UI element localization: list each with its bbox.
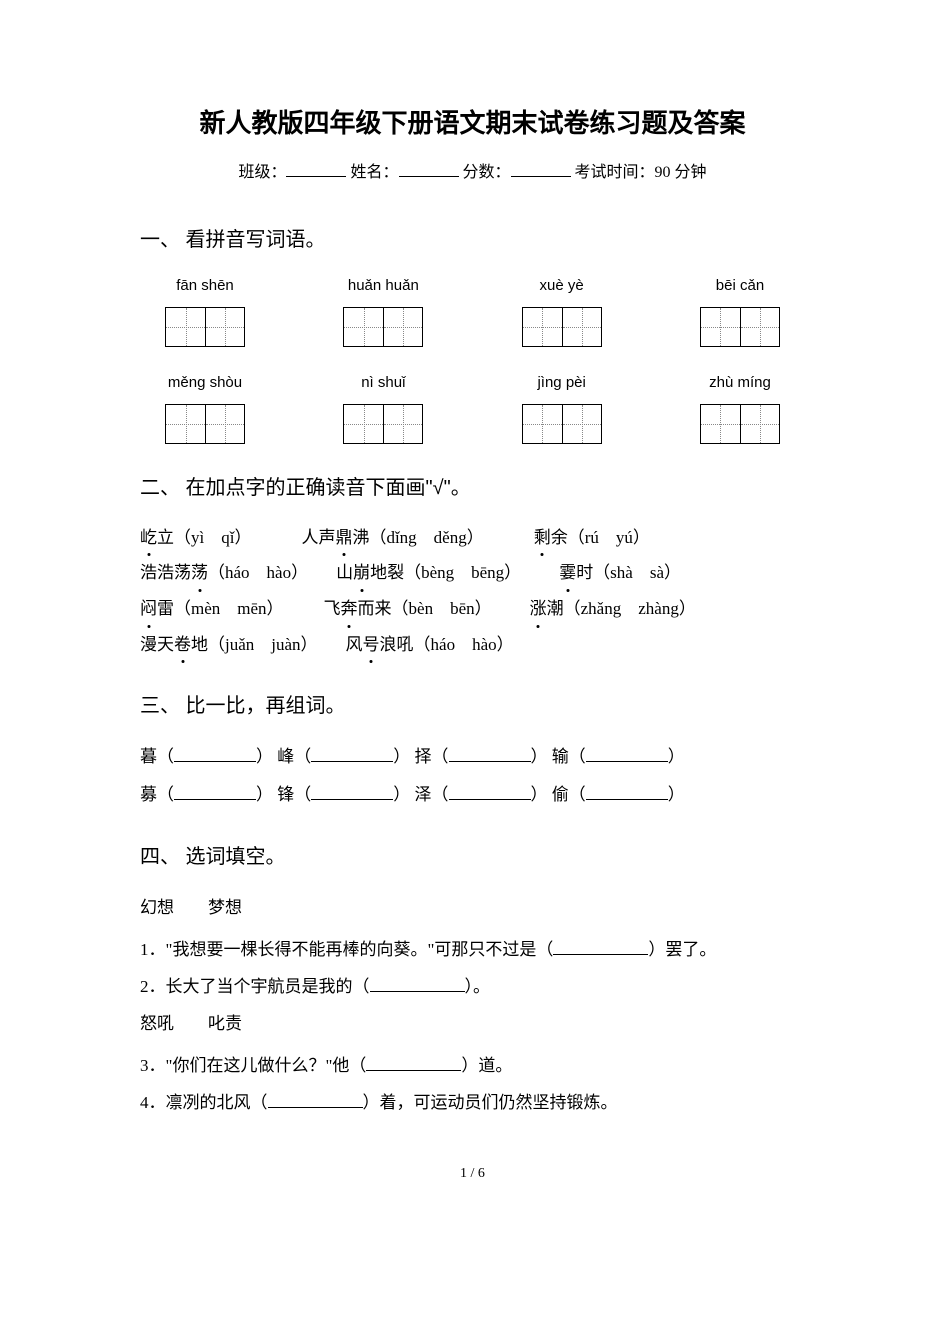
class-blank <box>286 161 346 177</box>
fill-blank <box>553 954 648 955</box>
char-box-pair <box>685 404 795 444</box>
q4-item-2: 2．长大了当个宇航员是我的（）。 <box>140 968 805 1005</box>
char-box <box>562 307 602 347</box>
q4-item-1: 1．"我想要一棵长得不能再棒的向葵。"可那只不过是（）罢了。 <box>140 931 805 968</box>
pinyin-label: zhù míng <box>685 369 795 396</box>
fill-blank <box>174 799 256 800</box>
pinyin-label: xuè yè <box>507 272 617 299</box>
char-box <box>383 404 423 444</box>
fill-blank <box>366 1070 461 1071</box>
section1-title: 一、 看拼音写词语。 <box>140 222 805 258</box>
score-blank <box>511 161 571 177</box>
q2-item: 浩浩荡荡（háo hào） <box>140 555 308 591</box>
char-box <box>700 307 740 347</box>
name-label: 姓名： <box>350 164 398 181</box>
char-box-pair <box>328 307 438 347</box>
char-box-pair <box>150 307 260 347</box>
fill-blank <box>586 761 668 762</box>
pinyin-label: nì shuǐ <box>328 369 438 396</box>
char-box <box>343 404 383 444</box>
char-box-row-1 <box>140 307 805 347</box>
fill-blank <box>174 761 256 762</box>
char-box <box>205 307 245 347</box>
pinyin-label: fān shēn <box>150 272 260 299</box>
q2-item: 漫天卷地（juǎn juàn） <box>140 627 318 663</box>
char-box-pair <box>685 307 795 347</box>
pinyin-label: huǎn huǎn <box>328 272 438 299</box>
header-info: 班级： 姓名： 分数： 考试时间：90 分钟 <box>140 159 805 188</box>
fill-blank <box>311 799 393 800</box>
section2-body: 屹立（yì qǐ） 人声鼎沸（dǐng děng） 剩余（rú yú） 浩浩荡荡… <box>140 520 805 663</box>
q4-item-4: 4．凛冽的北风（）着，可运动员们仍然坚持锻炼。 <box>140 1084 805 1121</box>
fill-blank <box>370 991 465 992</box>
char-box-pair <box>507 307 617 347</box>
pinyin-label: jìng pèi <box>507 369 617 396</box>
word-pair-2: 怒吼 叱责 <box>140 1005 805 1042</box>
char-box <box>522 307 562 347</box>
char-box <box>165 404 205 444</box>
pinyin-row-2: měng shòu nì shuǐ jìng pèi zhù míng <box>140 369 805 396</box>
q2-item: 飞奔而来（bèn bēn） <box>324 591 492 627</box>
pinyin-row-1: fān shēn huǎn huǎn xuè yè bēi cǎn <box>140 272 805 299</box>
q2-item: 剩余（rú yú） <box>534 520 650 556</box>
q2-item: 涨潮（zhǎng zhàng） <box>530 591 696 627</box>
time-label: 考试时间：90 分钟 <box>575 164 707 181</box>
section3-row2: 募（） 锋（） 泽（） 偷（） <box>140 776 805 813</box>
char-box <box>383 307 423 347</box>
section2-title: 二、 在加点字的正确读音下面画"√"。 <box>140 470 805 506</box>
fill-blank <box>586 799 668 800</box>
section3-title: 三、 比一比，再组词。 <box>140 688 805 724</box>
q2-item: 霎时（shà sà） <box>559 555 681 591</box>
char-box <box>165 307 205 347</box>
class-label: 班级： <box>238 164 286 181</box>
char-box-pair <box>328 404 438 444</box>
pinyin-label: měng shòu <box>150 369 260 396</box>
section4-title: 四、 选词填空。 <box>140 839 805 875</box>
q2-item: 山崩地裂（bèng bēng） <box>336 555 521 591</box>
char-box-row-2 <box>140 404 805 444</box>
q4-item-3: 3．"你们在这儿做什么？"他（）道。 <box>140 1047 805 1084</box>
section4-body: 幻想 梦想 1．"我想要一棵长得不能再棒的向葵。"可那只不过是（）罢了。 2．长… <box>140 889 805 1121</box>
pinyin-label: bēi cǎn <box>685 272 795 299</box>
fill-blank <box>449 761 531 762</box>
score-label: 分数： <box>463 164 511 181</box>
word-pair-1: 幻想 梦想 <box>140 889 805 926</box>
fill-blank <box>311 761 393 762</box>
section3-row1: 暮（） 峰（） 择（） 输（） <box>140 738 805 775</box>
fill-blank <box>449 799 531 800</box>
char-box <box>740 307 780 347</box>
name-blank <box>399 161 459 177</box>
fill-blank <box>268 1107 363 1108</box>
char-box <box>522 404 562 444</box>
char-box-pair <box>507 404 617 444</box>
q2-item: 风号浪吼（háo hào） <box>346 627 514 663</box>
q2-item: 屹立（yì qǐ） <box>140 520 251 556</box>
q2-item: 人声鼎沸（dǐng děng） <box>301 520 483 556</box>
char-box <box>562 404 602 444</box>
char-box <box>205 404 245 444</box>
char-box <box>700 404 740 444</box>
char-box <box>740 404 780 444</box>
q2-item: 闷雷（mèn mēn） <box>140 591 284 627</box>
document-title: 新人教版四年级下册语文期末试卷练习题及答案 <box>140 100 805 147</box>
page-number: 1 / 6 <box>140 1161 805 1186</box>
char-box-pair <box>150 404 260 444</box>
char-box <box>343 307 383 347</box>
